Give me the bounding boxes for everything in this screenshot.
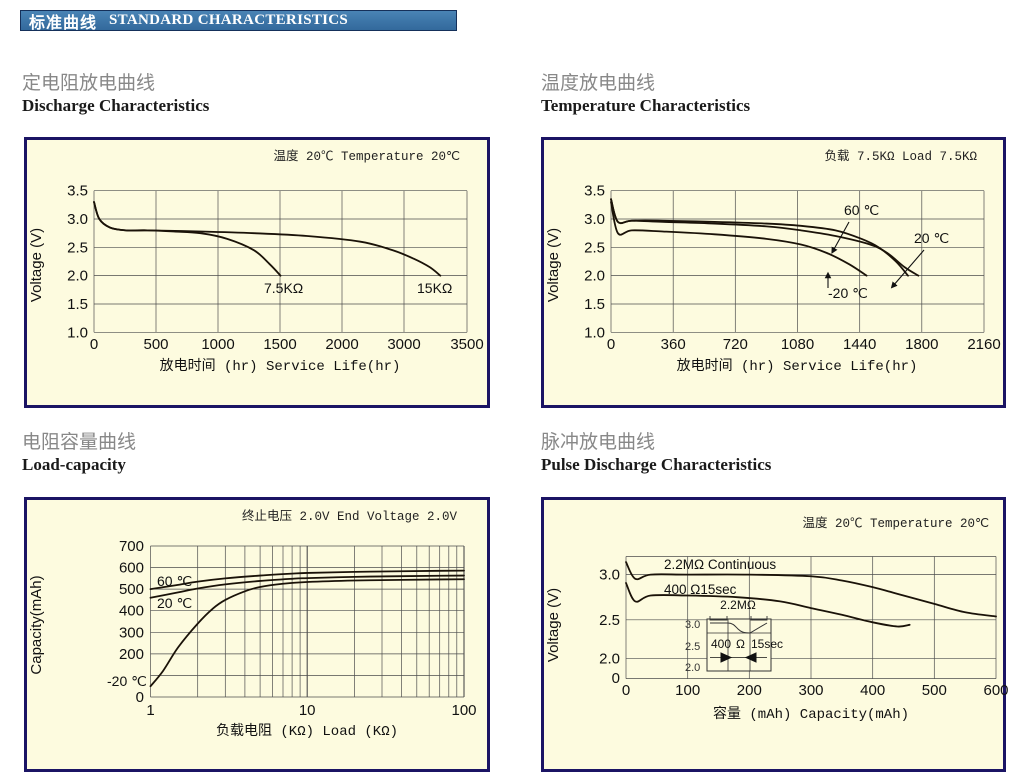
svg-text:1000: 1000	[201, 336, 234, 353]
svg-text:720: 720	[723, 336, 748, 353]
svg-text:0: 0	[607, 336, 615, 353]
svg-text:2.2MΩ Continuous: 2.2MΩ Continuous	[664, 557, 776, 572]
svg-text:3.0: 3.0	[67, 211, 88, 228]
svg-text:100: 100	[451, 702, 476, 719]
svg-text:1.0: 1.0	[67, 324, 88, 341]
svg-text:200: 200	[119, 646, 144, 663]
svg-text:1800: 1800	[905, 336, 938, 353]
svg-text:300: 300	[798, 682, 823, 699]
svg-text:15KΩ: 15KΩ	[417, 280, 452, 296]
svg-text:2160: 2160	[967, 336, 1000, 353]
svg-text:Ω: Ω	[736, 637, 745, 651]
svg-text:0: 0	[90, 336, 98, 353]
svg-text:2.5: 2.5	[599, 612, 620, 629]
svg-text:100: 100	[675, 682, 700, 699]
svg-text:20 ℃: 20 ℃	[914, 230, 949, 246]
svg-text:2.0: 2.0	[599, 650, 620, 667]
svg-text:3500: 3500	[450, 336, 483, 353]
svg-text:500: 500	[119, 581, 144, 598]
svg-text:1: 1	[146, 702, 154, 719]
svg-text:3.0: 3.0	[599, 567, 620, 584]
svg-text:300: 300	[119, 624, 144, 641]
svg-text:1080: 1080	[781, 336, 814, 353]
svg-text:负载电阻 (KΩ) Load (KΩ): 负载电阻 (KΩ) Load (KΩ)	[216, 723, 398, 740]
svg-text:2.0: 2.0	[67, 268, 88, 285]
svg-text:3000: 3000	[387, 336, 420, 353]
svg-text:400: 400	[119, 603, 144, 620]
svg-text:放电时间 (hr) Service Life(hr): 放电时间 (hr) Service Life(hr)	[677, 358, 918, 375]
svg-text:2000: 2000	[325, 336, 358, 353]
svg-text:温度 20℃ Temperature 20℃: 温度 20℃ Temperature 20℃	[802, 515, 989, 531]
svg-text:1440: 1440	[843, 336, 876, 353]
svg-text:-20 ℃: -20 ℃	[107, 673, 147, 689]
svg-text:3.0: 3.0	[584, 211, 605, 228]
svg-text:1.5: 1.5	[584, 296, 605, 313]
svg-text:容量 (mAh) Capacity(mAh): 容量 (mAh) Capacity(mAh)	[713, 705, 909, 723]
svg-text:2.0: 2.0	[584, 268, 605, 285]
svg-text:7.5KΩ: 7.5KΩ	[264, 280, 303, 296]
svg-text:500: 500	[922, 682, 947, 699]
svg-text:0: 0	[622, 682, 630, 699]
svg-text:Voltage (V): Voltage (V)	[28, 228, 45, 302]
svg-text:3.5: 3.5	[67, 183, 88, 200]
svg-text:Voltage (V): Voltage (V)	[545, 228, 562, 302]
svg-text:1.0: 1.0	[584, 324, 605, 341]
svg-text:3.0: 3.0	[685, 619, 700, 631]
svg-text:400 Ω15sec: 400 Ω15sec	[664, 582, 737, 597]
svg-text:Voltage (V): Voltage (V)	[545, 588, 562, 662]
svg-text:2.0: 2.0	[685, 662, 700, 674]
svg-text:0: 0	[612, 670, 620, 687]
svg-text:温度 20℃ Temperature 20℃: 温度 20℃ Temperature 20℃	[273, 148, 460, 164]
svg-text:2.5: 2.5	[685, 641, 700, 653]
svg-text:3.5: 3.5	[584, 183, 605, 200]
svg-text:1500: 1500	[263, 336, 296, 353]
svg-text:600: 600	[119, 560, 144, 577]
svg-text:终止电压 2.0V End Voltage 2.0V: 终止电压 2.0V End Voltage 2.0V	[242, 508, 458, 524]
svg-text:负载 7.5KΩ Load 7.5KΩ: 负载 7.5KΩ Load 7.5KΩ	[824, 149, 977, 164]
svg-text:Capacity(mAh): Capacity(mAh)	[28, 575, 45, 674]
svg-text:2.2MΩ: 2.2MΩ	[720, 598, 756, 612]
svg-text:1.5: 1.5	[67, 296, 88, 313]
svg-text:2.5: 2.5	[67, 239, 88, 256]
svg-text:放电时间 (hr) Service Life(hr): 放电时间 (hr) Service Life(hr)	[160, 358, 401, 375]
svg-text:600: 600	[983, 682, 1008, 699]
svg-text:400: 400	[860, 682, 885, 699]
svg-text:10: 10	[299, 702, 316, 719]
svg-text:200: 200	[737, 682, 762, 699]
svg-text:400: 400	[711, 637, 731, 651]
svg-text:700: 700	[119, 538, 144, 555]
svg-text:60 ℃: 60 ℃	[157, 573, 192, 589]
svg-text:15sec: 15sec	[751, 637, 783, 651]
svg-text:2.5: 2.5	[584, 239, 605, 256]
svg-text:20 ℃: 20 ℃	[157, 595, 192, 611]
svg-text:0: 0	[136, 689, 144, 706]
svg-text:-20 ℃: -20 ℃	[828, 285, 868, 301]
svg-text:360: 360	[661, 336, 686, 353]
svg-text:500: 500	[143, 336, 168, 353]
svg-text:60 ℃: 60 ℃	[844, 202, 879, 218]
